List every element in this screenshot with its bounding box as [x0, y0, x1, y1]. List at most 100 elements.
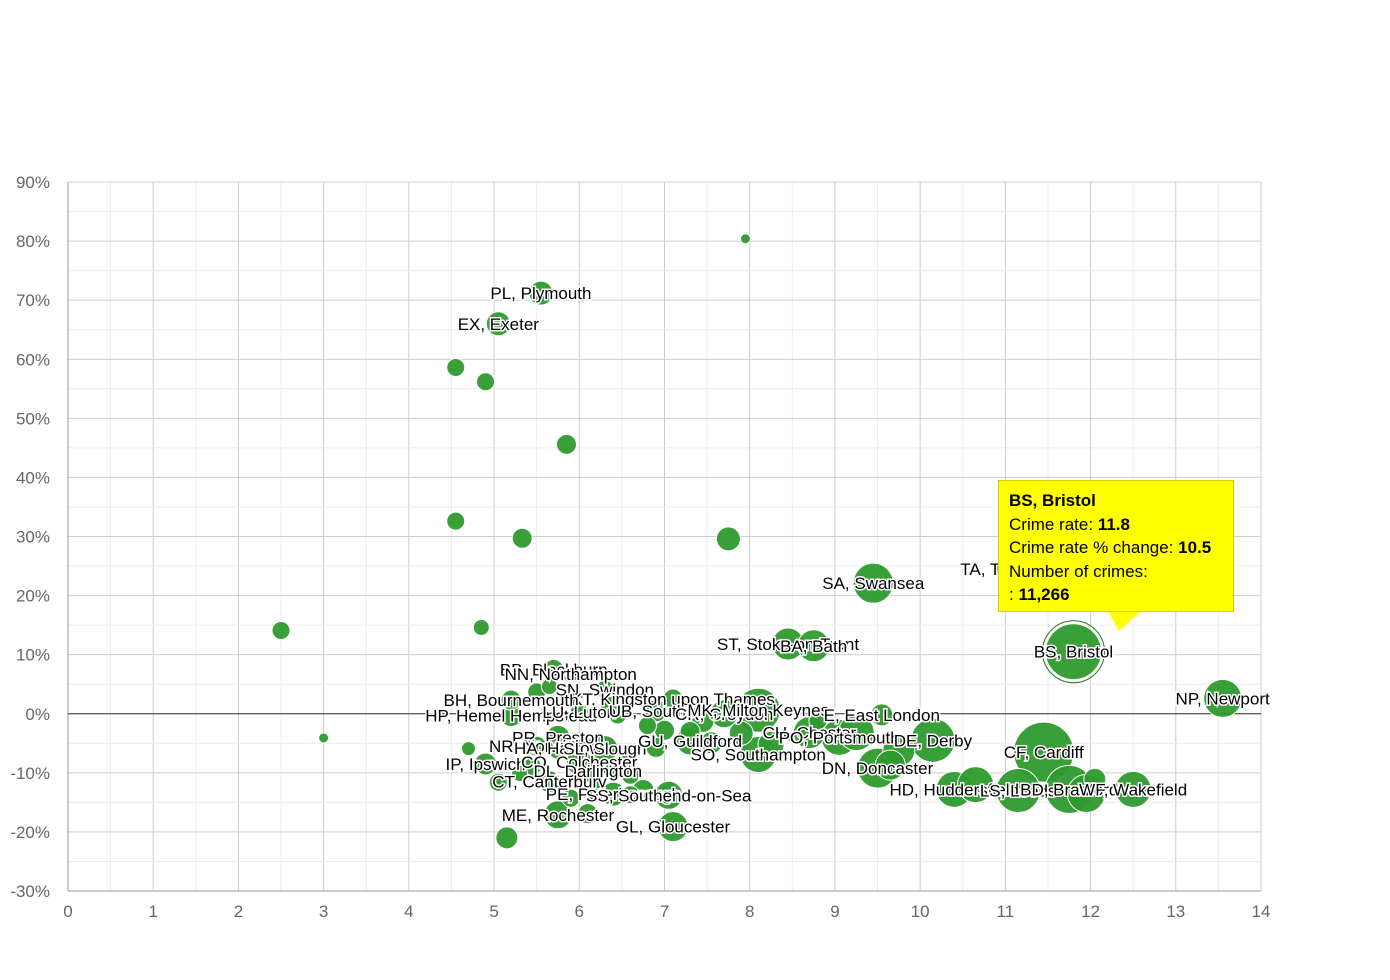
y-tick-label: -20% [10, 823, 50, 842]
bubble[interactable] [577, 803, 599, 825]
bubble-label: BA, Bath [780, 637, 847, 656]
bubble[interactable] [679, 720, 701, 742]
x-tick-label: 1 [148, 902, 157, 921]
tooltip-change-row: Crime rate % change: 10.5 [1009, 536, 1223, 560]
bubble-label: CH, Chester [763, 724, 857, 743]
bubble[interactable] [645, 736, 667, 758]
tooltip-rate-value: 11.8 [1097, 514, 1130, 534]
bubble-ip[interactable] [474, 752, 498, 776]
bubble-nr[interactable] [526, 735, 548, 757]
bubble[interactable] [600, 759, 618, 777]
bubble[interactable] [620, 765, 640, 785]
bubble-ls[interactable] [995, 768, 1041, 814]
bubble-ss[interactable] [654, 780, 684, 810]
bubble[interactable] [637, 716, 657, 736]
bubble[interactable] [561, 788, 581, 808]
bubble-np[interactable] [1203, 678, 1243, 718]
bubble[interactable] [318, 732, 330, 744]
x-tick-label: 3 [319, 902, 328, 921]
bubble[interactable] [874, 749, 906, 781]
bubble-ct[interactable] [537, 770, 561, 794]
bubble-wf[interactable] [1114, 770, 1152, 808]
bubble[interactable] [586, 734, 606, 754]
bubble-label: BS, Bristol [1034, 643, 1113, 662]
bubble-bs[interactable] [1045, 623, 1103, 681]
x-tick-label: 7 [660, 902, 669, 921]
y-tick-label: 90% [16, 173, 50, 192]
bubble-label: MK, Milton Keynes [687, 701, 829, 720]
bubble[interactable] [461, 741, 477, 757]
bubble-label: SO, Southampton [691, 746, 826, 765]
bubble-pl[interactable] [528, 280, 554, 306]
bubble-label: ME, Rochester [502, 806, 615, 825]
bubble-lu[interactable] [569, 702, 589, 722]
bubble-label: KT, Kingston upon Thames [571, 690, 775, 709]
bubble-label: BD, Bradford [1020, 780, 1118, 799]
bubble-nn[interactable] [562, 665, 580, 683]
bubble[interactable] [837, 714, 875, 752]
bubble-label: PO, Portsmouth [779, 728, 900, 747]
bubble-ba[interactable] [797, 629, 831, 663]
bubble[interactable] [715, 526, 741, 552]
bubble-label: DL, Darlington [533, 762, 642, 781]
x-tick-label: 9 [830, 902, 839, 921]
bubble[interactable] [556, 433, 578, 455]
bubble[interactable] [511, 764, 529, 782]
bubble-label: E, East London [824, 706, 940, 725]
y-tick-label: 40% [16, 468, 50, 487]
bubble-me[interactable] [543, 800, 573, 830]
x-tick-label: 13 [1166, 902, 1185, 921]
tooltip-count-row: : 11,266 [1009, 583, 1223, 607]
bubble[interactable] [808, 711, 828, 731]
bubble-label: CO, Colchester [521, 753, 638, 772]
bubble-label: SA, Swansea [822, 574, 925, 593]
bubble-label: HA, Harrow [514, 739, 603, 758]
bubble-label: PL, Plymouth [490, 284, 591, 303]
bubble-label: PR, Preston [512, 728, 604, 747]
bubble-label: LU, Luton [542, 703, 616, 722]
bubble[interactable] [1083, 767, 1107, 791]
bubble[interactable] [620, 785, 640, 805]
bubble[interactable] [699, 731, 723, 755]
bubble[interactable] [446, 511, 466, 531]
bubble[interactable] [488, 772, 508, 792]
bubble-e[interactable] [870, 703, 894, 727]
bubble[interactable] [495, 826, 519, 850]
bubble[interactable] [271, 620, 291, 640]
bubble[interactable] [511, 527, 533, 549]
bubble[interactable] [728, 720, 754, 746]
bubble-cf[interactable] [1013, 721, 1075, 783]
bubble[interactable] [957, 766, 995, 804]
bubble-bh[interactable] [500, 689, 522, 711]
x-tick-label: 4 [404, 902, 413, 921]
bubble-label: NP, Newport [1176, 689, 1270, 708]
bubble[interactable] [476, 372, 496, 392]
bubble-ex[interactable] [485, 311, 511, 337]
tooltip-count-label: Number of crimes: [1009, 561, 1148, 581]
tooltip-count-prefix: : [1009, 585, 1014, 604]
bubble[interactable] [739, 233, 751, 245]
y-tick-label: 30% [16, 528, 50, 547]
bubble-sa[interactable] [852, 562, 894, 604]
bubble[interactable] [446, 358, 466, 378]
bubble[interactable] [599, 694, 619, 714]
bubble-kt[interactable] [662, 688, 684, 710]
bubble-label: HD, Huddersfield [890, 780, 1019, 799]
bubble-gl[interactable] [657, 811, 689, 843]
bubble-label: CF, Cardiff [1004, 743, 1084, 762]
bubble-dl[interactable] [576, 759, 600, 783]
bubble[interactable] [540, 678, 558, 696]
bubble-label: CT, Canterbury [492, 773, 607, 792]
bubble-label: PE, Peterborough [546, 785, 681, 804]
bubble[interactable] [757, 730, 785, 758]
bubble-label: GL, Gloucester [616, 818, 731, 837]
x-tick-label: 2 [234, 902, 243, 921]
y-tick-label: 20% [16, 587, 50, 606]
x-tick-label: 11 [997, 902, 1015, 921]
tooltip-change-value: 10.5 [1178, 538, 1212, 557]
tooltip-bristol: BS, Bristol Crime rate: 11.8 Crime rate … [998, 480, 1234, 612]
bubble[interactable] [472, 618, 490, 636]
bubble[interactable] [586, 779, 606, 799]
